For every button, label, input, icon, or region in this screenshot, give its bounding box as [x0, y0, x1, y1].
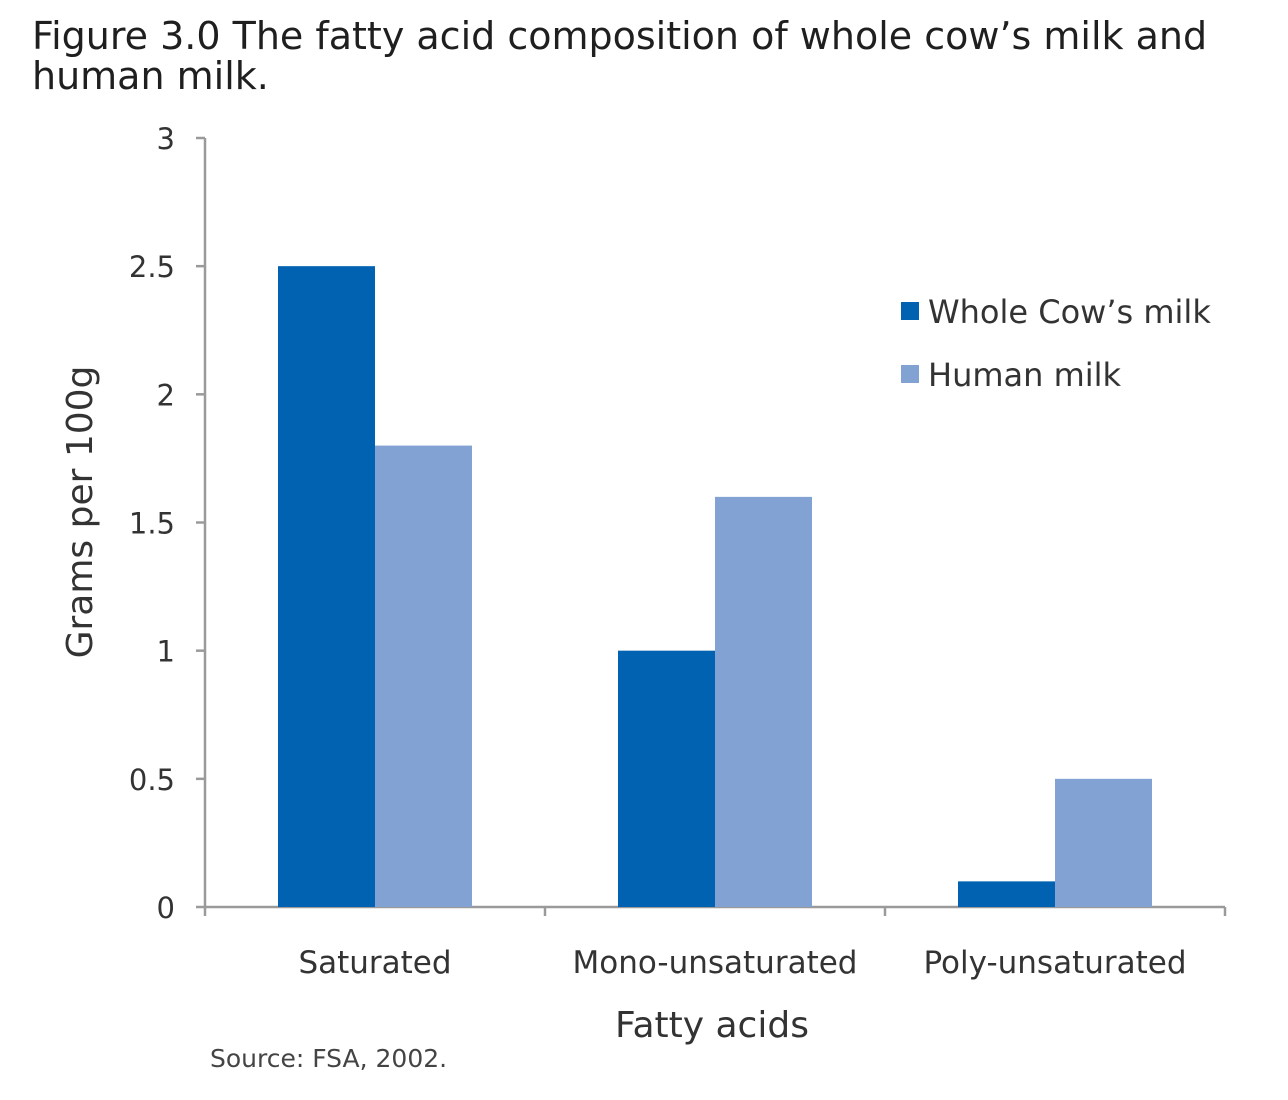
legend-label: Human milk [928, 356, 1122, 394]
bar-human-poly-unsaturated [1055, 778, 1152, 907]
legend-label: Whole Cow’s milk [928, 293, 1211, 331]
bar-human-saturated [375, 445, 472, 907]
y-tick-label: 3 [157, 122, 175, 156]
category-label: Poly-unsaturated [923, 945, 1186, 981]
legend-swatch [901, 365, 919, 383]
legend-swatch [901, 302, 919, 320]
y-tick-label: 1 [157, 635, 175, 669]
bar-whole-cow-mono-unsaturated [618, 650, 715, 907]
y-tick-label: 2.5 [129, 250, 175, 284]
category-label: Saturated [298, 945, 451, 981]
y-tick-label: 0 [157, 891, 175, 925]
y-tick-label: 2 [157, 378, 175, 412]
source-note: Source: FSA, 2002. [210, 1044, 448, 1073]
y-tick-label: 0.5 [129, 763, 175, 797]
figure-title: Figure 3.0 The fatty acid composition of… [32, 14, 1208, 98]
x-axis-title: Fatty acids [615, 1005, 809, 1046]
y-axis-title: Grams per 100g [60, 366, 101, 659]
bar-human-mono-unsaturated [715, 496, 812, 907]
bar-whole-cow-saturated [278, 266, 375, 908]
bar-whole-cow-poly-unsaturated [958, 881, 1055, 907]
category-label: Mono-unsaturated [573, 945, 858, 981]
x-axis: Saturated Mono-unsaturated Poly-unsaturate… [203, 905, 1227, 981]
legend: Whole Cow’s milk Human milk [901, 293, 1211, 394]
y-tick-label: 1.5 [129, 507, 175, 541]
bars [278, 266, 1152, 908]
y-axis: 0 0.5 1 1.5 2 2.5 3 [129, 122, 207, 925]
